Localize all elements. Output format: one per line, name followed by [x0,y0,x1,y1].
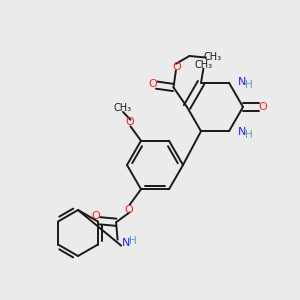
Text: O: O [172,61,181,71]
Text: O: O [124,205,134,214]
Text: H: H [245,80,253,90]
Text: O: O [148,79,157,89]
Text: CH₃: CH₃ [203,52,222,62]
Text: O: O [258,102,267,112]
Text: O: O [126,117,135,127]
Text: H: H [245,130,253,140]
Text: CH₃: CH₃ [114,103,132,113]
Text: N: N [122,238,130,248]
Text: O: O [92,211,100,221]
Text: N: N [237,127,246,137]
Text: H: H [129,236,137,246]
Text: CH₃: CH₃ [194,60,212,70]
Text: N: N [237,77,246,87]
